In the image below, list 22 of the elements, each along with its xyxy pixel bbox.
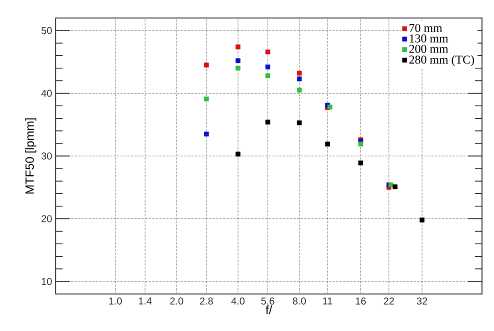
x-axis-title: f/ (266, 305, 272, 314)
y-tick-label: 50 (42, 27, 52, 34)
legend-label: 70 mm (410, 24, 442, 32)
y-tick-label: 10 (42, 278, 52, 285)
x-tick-label: 1.0 (109, 298, 122, 305)
x-tick-label: 8.0 (292, 298, 306, 305)
x-tick-label: 2.8 (200, 298, 213, 305)
x-tick-label: 22 (384, 298, 394, 304)
x-tick-label: 2.0 (170, 298, 184, 305)
legend-label: 130 mm (410, 34, 448, 42)
x-tick-label: 11 (323, 298, 332, 304)
legend-label: 200 mm (409, 44, 448, 53)
x-tick-label: 4.0 (231, 298, 245, 305)
y-tick-label: 30 (41, 152, 52, 160)
x-tick-label: 1.4 (138, 298, 152, 304)
y-axis-title: MTF50 [lpmm] (25, 118, 36, 194)
x-tick-label: 32 (416, 298, 428, 305)
y-tick-label: 40 (41, 90, 52, 97)
x-tick-label: 16 (356, 298, 366, 305)
legend-label: 280 mm (TC) (409, 55, 474, 66)
y-tick-label: 20 (42, 215, 52, 222)
x-tick-label: 5.6 (261, 298, 274, 305)
